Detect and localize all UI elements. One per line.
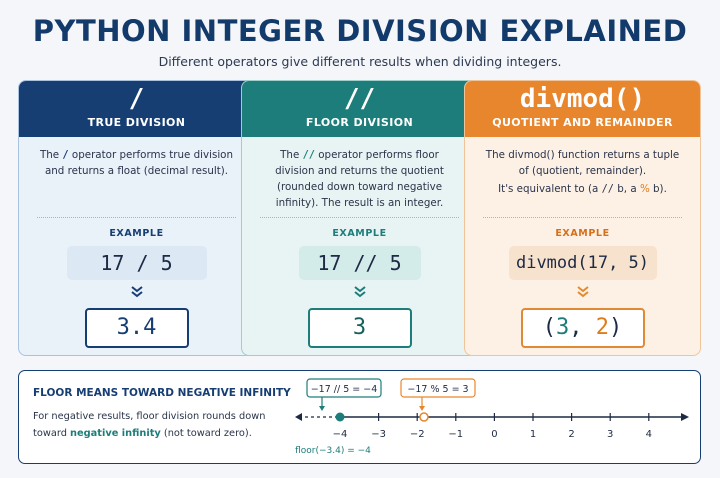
- true-division-card: / TRUE DIVISION The / operator performs …: [18, 80, 255, 356]
- tick-label: −3: [371, 429, 386, 440]
- page-title: PYTHON INTEGER DIVISION EXPLAINED: [32, 14, 688, 48]
- result-box: 3: [307, 308, 412, 348]
- example-expression: divmod(17, 5): [508, 246, 657, 280]
- card-title: TRUE DIVISION: [87, 116, 186, 129]
- card-header: // FLOOR DIVISION: [242, 81, 477, 137]
- card-description: The / operator performs true division an…: [39, 149, 234, 177]
- tick-label: 4: [646, 429, 652, 440]
- card-title: QUOTIENT AND REMAINDER: [492, 116, 673, 129]
- operator-symbol: //: [343, 84, 376, 114]
- tick-label: 2: [568, 429, 574, 440]
- panel-title: FLOOR MEANS TOWARD NEGATIVE INFINITY: [33, 387, 291, 399]
- result-box: (3, 2): [520, 308, 645, 348]
- tick-label: 3: [607, 429, 613, 440]
- result-box: 3.4: [84, 308, 189, 348]
- function-symbol: divmod(): [519, 84, 646, 114]
- tick-group: −4 −3 −2 −1 0 1 2 3 4: [333, 413, 652, 440]
- example-label: EXAMPLE: [109, 228, 164, 239]
- example-label: EXAMPLE: [332, 228, 387, 239]
- floor-division-card: // FLOOR DIVISION The // operator perfor…: [241, 80, 478, 356]
- chevron-down-icon: [242, 285, 477, 302]
- floor-callout-box: [306, 378, 382, 398]
- card-header: / TRUE DIVISION: [19, 81, 254, 137]
- mod-arrowhead: [419, 406, 425, 411]
- tick-label: −4: [333, 429, 348, 440]
- card-description: The // operator performs floor division …: [275, 149, 444, 209]
- divider: [260, 217, 459, 218]
- left-arrowhead: [295, 413, 302, 421]
- example-expression: 17 / 5: [66, 246, 207, 280]
- floor-explanation-panel: FLOOR MEANS TOWARD NEGATIVE INFINITY For…: [18, 370, 701, 464]
- true-value-point: [419, 412, 429, 422]
- divider: [483, 217, 682, 218]
- operator-symbol: /: [128, 84, 145, 114]
- tick-label: 1: [530, 429, 536, 440]
- divmod-card: divmod() QUOTIENT AND REMAINDER The divm…: [464, 80, 701, 356]
- right-arrowhead: [681, 413, 689, 421]
- tick-label: −1: [448, 429, 463, 440]
- number-line-diagram: −17 // 5 = −4 −17 % 5 = 3 −4 −3 −2 −1 0 1 2 3 4 …: [295, 378, 689, 456]
- mod-callout-box: [400, 378, 476, 398]
- equivalence-line: It's equivalent to (a // b, a % b).: [498, 183, 667, 195]
- chevron-down-icon: [465, 285, 700, 302]
- tick-label: 0: [491, 429, 497, 440]
- card-header: divmod() QUOTIENT AND REMAINDER: [465, 81, 700, 137]
- tick-label: −2: [410, 429, 425, 440]
- chevron-down-icon: [19, 285, 254, 302]
- floor-arrowhead: [319, 406, 325, 411]
- divider: [37, 217, 236, 218]
- page-subtitle: Different operators give different resul…: [158, 54, 562, 69]
- panel-description: For negative results, floor division rou…: [33, 411, 266, 439]
- example-expression: 17 // 5: [298, 246, 421, 280]
- card-description: The divmod() function returns a tuple of…: [465, 147, 700, 211]
- card-title: FLOOR DIVISION: [305, 116, 414, 129]
- mod-callout: −17 % 5 = 3: [407, 384, 468, 395]
- floor-result-point: [335, 412, 345, 422]
- example-label: EXAMPLE: [555, 228, 610, 239]
- floor-note: floor(−3.4) = −4: [295, 446, 371, 456]
- floor-callout: −17 // 5 = −4: [311, 384, 378, 395]
